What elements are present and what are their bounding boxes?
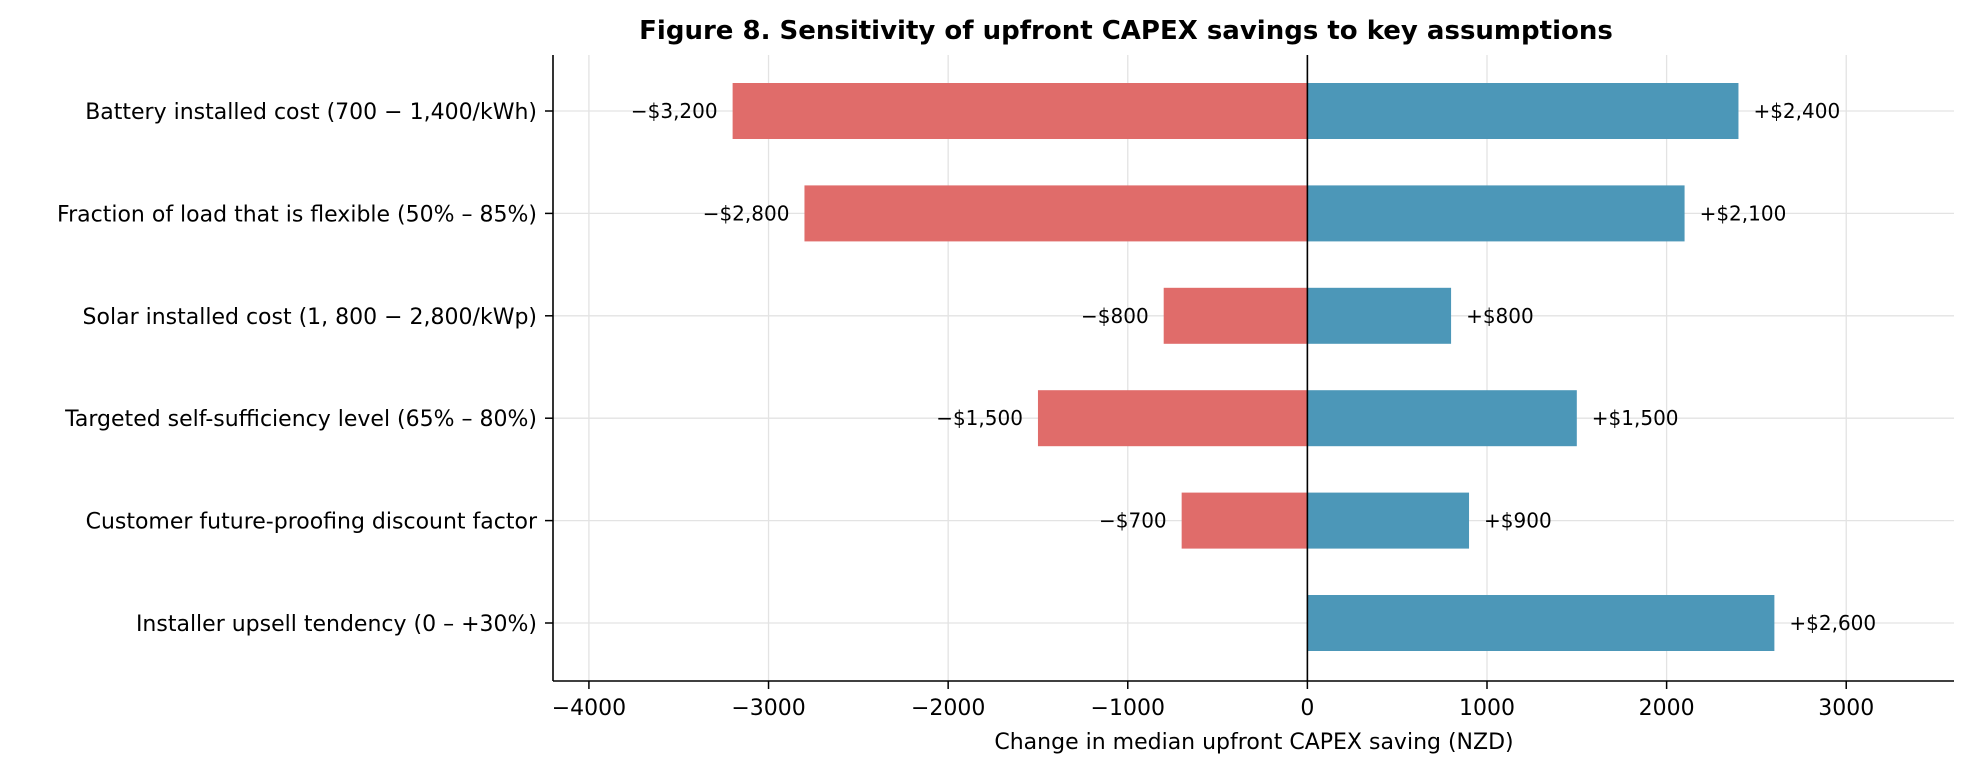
bar-value-label: −$2,800 bbox=[703, 201, 790, 225]
category-label: Customer future-proofing discount factor bbox=[86, 510, 538, 535]
bar-value-label: +$900 bbox=[1484, 509, 1552, 533]
x-tick-label: −4000 bbox=[552, 696, 626, 721]
bar-positive bbox=[1307, 492, 1470, 549]
bar-value-label: +$2,600 bbox=[1789, 611, 1876, 635]
category-label: Fraction of load that is flexible (50% –… bbox=[57, 202, 537, 227]
bar-value-label: −$1,500 bbox=[936, 406, 1023, 430]
x-tick-label: −1000 bbox=[1091, 696, 1165, 721]
bar-value-label: +$1,500 bbox=[1592, 406, 1679, 430]
bar-negative bbox=[1163, 287, 1308, 344]
bar-value-label: −$3,200 bbox=[631, 99, 718, 123]
category-label: Installer upsell tendency (0 – +30%) bbox=[136, 612, 537, 637]
x-tick-label: 0 bbox=[1300, 696, 1314, 721]
bar-value-label: −$700 bbox=[1099, 509, 1167, 533]
x-tick-label: 1000 bbox=[1459, 696, 1515, 721]
bar-positive bbox=[1307, 287, 1452, 344]
axis-layer: −4000 −3000 −2000 −1000 0 1000 2000 3000 Battery… bbox=[57, 55, 1954, 721]
chart-title: Figure 8. Sensitivity of upfront CAPEX s… bbox=[639, 16, 1613, 46]
bar-negative bbox=[732, 83, 1308, 139]
bar-value-label: −$800 bbox=[1081, 304, 1149, 328]
bar-negative bbox=[1037, 390, 1308, 447]
bar-negative bbox=[804, 185, 1308, 242]
bar-value-label: +$2,100 bbox=[1700, 201, 1787, 225]
x-tick-label: 2000 bbox=[1639, 696, 1695, 721]
category-label: Solar installed cost (1, 800 − 2,800/kWp… bbox=[83, 305, 537, 330]
category-label: Targeted self-sufficiency level (65% – 8… bbox=[64, 407, 537, 432]
x-tick-label: −2000 bbox=[911, 696, 985, 721]
bar-positive bbox=[1307, 390, 1577, 447]
bar-positive bbox=[1307, 595, 1775, 651]
bar-positive bbox=[1307, 83, 1739, 139]
bar-value-label: +$800 bbox=[1466, 304, 1534, 328]
category-label: Battery installed cost (700 − 1,400/kWh) bbox=[85, 100, 537, 125]
x-tick-label: −3000 bbox=[731, 696, 805, 721]
label-layer: −$3,200 −$2,800 −$800 −$1,500 −$700 +$2,400 +$… bbox=[631, 99, 1876, 635]
bar-layer bbox=[732, 83, 1775, 651]
bar-value-label: +$2,400 bbox=[1753, 99, 1840, 123]
x-axis-label: Change in median upfront CAPEX saving (N… bbox=[994, 730, 1513, 755]
x-tick-label: 3000 bbox=[1818, 696, 1874, 721]
bar-positive bbox=[1307, 185, 1685, 242]
bar-negative bbox=[1181, 492, 1308, 549]
grid-layer bbox=[553, 55, 1954, 681]
